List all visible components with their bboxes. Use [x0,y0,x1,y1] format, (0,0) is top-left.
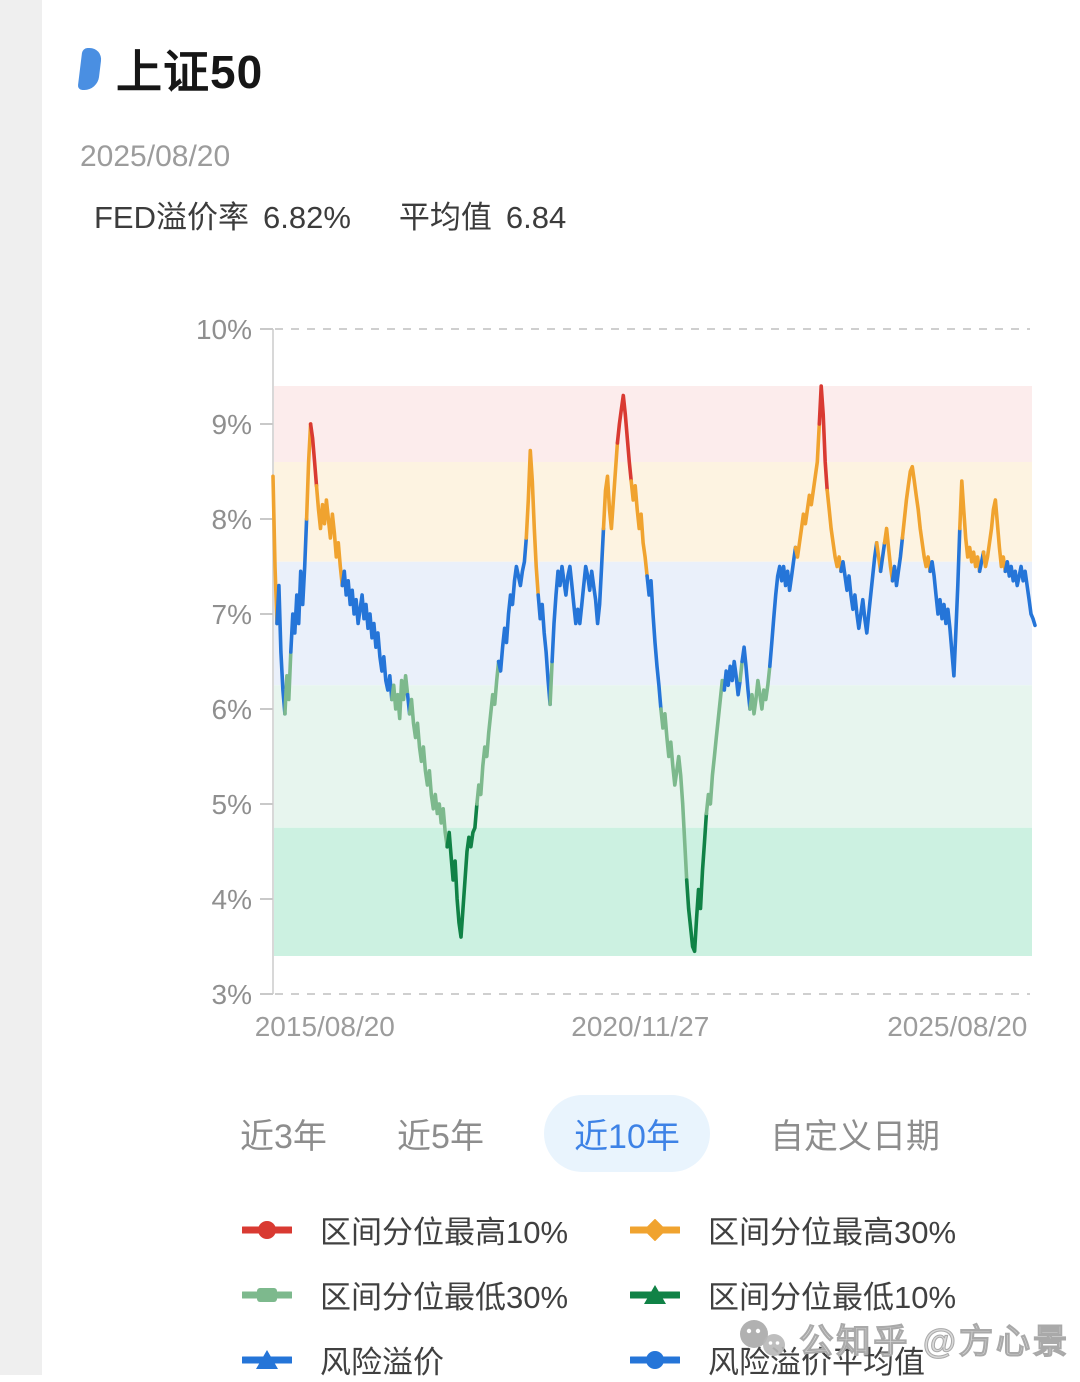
svg-text:2025/08/20: 2025/08/20 [887,1011,1027,1042]
legend-label: 区间分位最低30% [320,1280,569,1315]
legend-label: 风险溢价平均值 [708,1345,925,1380]
page-title: 上证50 [116,46,264,98]
legend-label: 风险溢价 [320,1345,444,1380]
tab-10y[interactable]: 近10年 [544,1094,710,1172]
svg-text:6%: 6% [212,694,252,725]
average-value: 6.84 [505,200,567,235]
page-header: 上证50 [77,0,1080,102]
current-date: 2025/08/20 [80,140,231,173]
watermark-text: 公知乎 @方心景 [799,1323,1070,1362]
red-circle-line-icon [242,1219,292,1241]
fed-premium-value: 6.82% [263,200,351,235]
legend-label: 区间分位最高30% [708,1215,957,1250]
watermark: 公知乎 @方心景 [737,1314,1070,1363]
svg-text:5%: 5% [212,789,252,820]
legend-item-bottom30[interactable]: 区间分位最低30% [242,1272,630,1317]
legend-item-top30[interactable]: 区间分位最高30% [630,1207,1080,1252]
average-label: 平均值 [398,200,492,235]
fed-premium-label: FED溢价率 [94,200,249,235]
chart-legend: 区间分位最高10% 区间分位最高30% 区间分位最低30% 区间分位最低10% [242,1207,1080,1382]
blue-triangle-line-icon [242,1349,292,1371]
title-accent-icon [77,48,103,90]
svg-text:3%: 3% [212,979,252,1010]
tab-5y[interactable]: 近5年 [397,1117,484,1156]
svg-text:9%: 9% [212,409,252,440]
svg-text:4%: 4% [212,884,252,915]
legend-item-risk-premium-average[interactable]: 风险溢价平均值 [630,1337,1080,1382]
green-square-line-icon [242,1284,292,1306]
blue-circle-line-icon [630,1349,680,1371]
svg-text:2020/11/27: 2020/11/27 [571,1011,709,1042]
legend-item-top10[interactable]: 区间分位最高10% [242,1207,630,1252]
fed-premium-summary: FED溢价率 6.82% 平均值 6.84 [94,192,1080,237]
legend-label: 区间分位最低10% [708,1280,957,1315]
wechat-bubbles-icon [740,1319,786,1356]
tab-custom[interactable]: 自定义日期 [770,1117,940,1156]
legend-label: 区间分位最高10% [320,1215,569,1250]
legend-item-bottom10[interactable]: 区间分位最低10% [630,1272,1080,1317]
orange-diamond-line-icon [630,1218,680,1241]
fed-premium-chart[interactable]: 10% 9% 8% 7% 6% 5% 4% 3%2015/08/20 2020/11/27 202… [80,299,1080,1059]
darkgreen-triangle-line-icon [630,1284,680,1306]
svg-text:8%: 8% [212,504,252,535]
tab-3y[interactable]: 近3年 [240,1117,327,1156]
page-left-gutter [0,0,42,1375]
svg-text:2015/08/20: 2015/08/20 [255,1011,395,1042]
svg-text:10%: 10% [196,314,252,345]
svg-text:7%: 7% [212,599,252,630]
legend-item-risk-premium[interactable]: 风险溢价 [242,1337,630,1382]
range-tabs: 近3年 近5年 近10年 自定义日期 [230,1093,950,1173]
